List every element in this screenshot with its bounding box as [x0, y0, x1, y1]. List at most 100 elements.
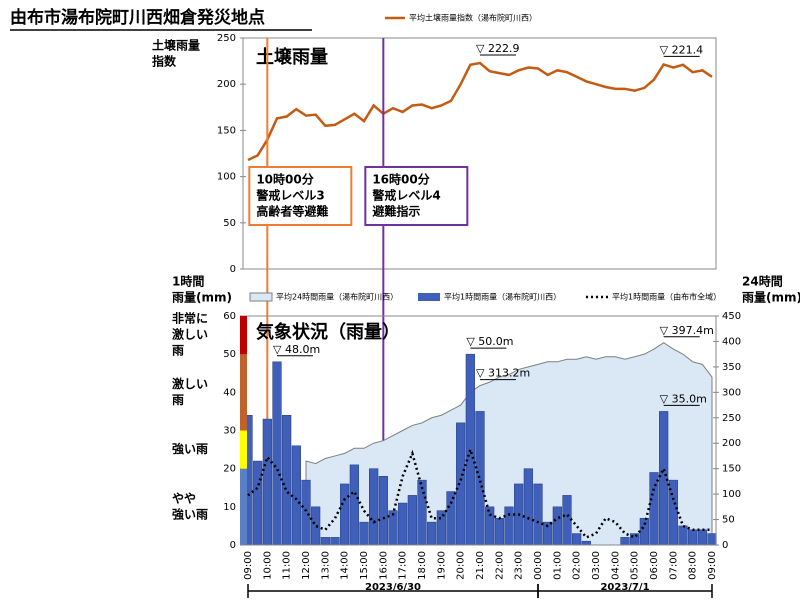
y-tick-label: 0 — [230, 540, 236, 551]
bar — [417, 479, 427, 546]
bar — [533, 483, 543, 546]
y-axis-label: 雨量(mm) — [172, 291, 232, 305]
x-tick-label: 10:00 — [262, 551, 273, 580]
bar — [688, 529, 698, 546]
event-text: 避難指示 — [372, 204, 420, 219]
x-tick-label: 04:00 — [610, 551, 621, 580]
x-tick-label: 21:00 — [475, 551, 486, 580]
event-text: 高齢者等避難 — [256, 204, 328, 219]
bar — [581, 540, 591, 546]
bar — [620, 537, 630, 546]
data-label: ▽ 35.0m — [660, 392, 707, 405]
y-tick-label: 250 — [722, 413, 741, 424]
x-tick-label: 09:00 — [243, 551, 254, 580]
level-label: 強い雨 — [172, 441, 208, 456]
x-tick-label: 13:00 — [320, 551, 331, 580]
bar — [427, 521, 437, 546]
bar — [253, 460, 263, 546]
bar — [456, 422, 466, 546]
bar — [407, 495, 417, 546]
x-tick-label: 08:00 — [688, 551, 699, 580]
y-tick-label: 40 — [223, 387, 236, 398]
x-tick-label: 19:00 — [436, 551, 447, 580]
event-text: 10時00分 — [256, 172, 313, 187]
bar — [523, 468, 533, 546]
bar — [649, 472, 659, 546]
y2-axis-label: 雨量(mm) — [742, 291, 800, 305]
x-tick-label: 02:00 — [572, 551, 583, 580]
bar — [697, 529, 707, 546]
x-tick-label: 05:00 — [630, 551, 641, 580]
x-tick-label: 17:00 — [398, 551, 409, 580]
x-tick-label: 00:00 — [533, 551, 544, 580]
x-tick-label: 20:00 — [456, 551, 467, 580]
x-tick-label: 11:00 — [282, 551, 293, 580]
bar — [340, 483, 350, 546]
data-label: ▽ 222.9 — [476, 42, 519, 55]
event-box — [364, 166, 469, 226]
bar — [707, 533, 717, 546]
level-band — [240, 354, 247, 431]
level-label: 雨 — [172, 344, 184, 358]
level-band — [240, 468, 247, 545]
level-label: 雨 — [172, 393, 184, 407]
y-tick-label: 0 — [722, 540, 728, 551]
y-tick-label: 200 — [217, 79, 236, 90]
date-label: 2023/6/30 — [365, 582, 421, 593]
bar — [398, 502, 408, 546]
event-box — [248, 166, 353, 226]
x-tick-label: 07:00 — [668, 551, 679, 580]
bar — [282, 414, 292, 546]
y-tick-label: 400 — [722, 336, 741, 347]
bar — [572, 533, 582, 546]
bar — [504, 506, 514, 546]
bar — [659, 411, 669, 546]
bar — [446, 491, 456, 546]
y-tick-label: 50 — [722, 515, 735, 526]
bar — [378, 476, 388, 546]
bar — [359, 521, 369, 546]
bar — [494, 518, 504, 546]
level-label: 非常に — [172, 311, 208, 326]
bar — [369, 468, 379, 546]
bar — [262, 418, 272, 546]
y-tick-label: 20 — [223, 464, 236, 475]
legend-label: 平均1時間雨量（由布市全域） — [612, 292, 721, 302]
data-label: ▽ 221.4 — [660, 43, 703, 56]
y-tick-label: 10 — [223, 502, 236, 513]
x-tick-label: 23:00 — [514, 551, 525, 580]
y-tick-label: 50 — [223, 349, 236, 360]
x-tick-label: 15:00 — [359, 551, 370, 580]
legend-label: 平均1時間雨量（湯布院町川西） — [444, 292, 561, 302]
y-tick-label: 350 — [722, 362, 741, 373]
bar — [349, 464, 359, 546]
level-label: やや — [172, 491, 196, 505]
y-tick-label: 250 — [217, 33, 236, 44]
event-text: 警戒レベル4 — [371, 188, 440, 203]
bar — [475, 411, 485, 546]
legend-swatch — [418, 293, 440, 301]
level-band — [240, 430, 247, 469]
bar — [562, 495, 572, 546]
legend-label: 平均土壌雨量指数（湯布院町川西） — [409, 13, 537, 23]
bar — [465, 353, 475, 546]
y-tick-label: 150 — [722, 464, 741, 475]
level-label: 激しい — [172, 376, 208, 391]
bar — [639, 518, 649, 546]
plot-frame — [242, 37, 717, 270]
y-tick-label: 50 — [223, 218, 236, 229]
y-tick-label: 30 — [223, 426, 236, 437]
y-tick-label: 200 — [722, 438, 741, 449]
data-label: ▽ 313.2m — [476, 367, 530, 380]
x-tick-label: 09:00 — [707, 551, 718, 580]
bar — [301, 479, 311, 546]
date-label: 2023/7/1 — [600, 582, 649, 593]
bar — [485, 506, 495, 546]
event-text: 警戒レベル3 — [255, 188, 324, 203]
x-tick-label: 16:00 — [378, 551, 389, 580]
bar — [552, 506, 562, 546]
bar — [320, 537, 330, 546]
event-text: 16時00分 — [372, 172, 429, 187]
bar — [330, 537, 340, 546]
